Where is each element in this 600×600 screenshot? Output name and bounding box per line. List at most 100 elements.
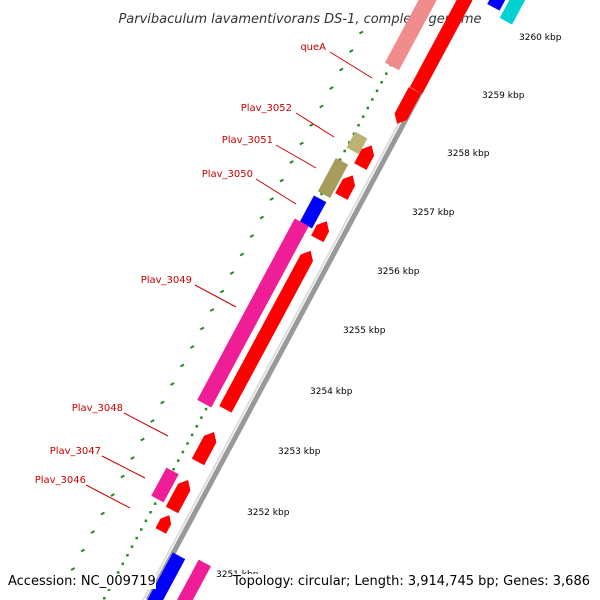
tick-dot	[361, 115, 365, 118]
plav3050-feature	[299, 195, 327, 229]
tick-dot	[107, 588, 111, 591]
tick-dot	[366, 106, 370, 110]
feature-dash	[309, 123, 314, 127]
magenta-feature-bottom	[176, 559, 212, 600]
feature-dash	[209, 308, 215, 312]
feature-dash	[189, 345, 195, 349]
blue-feature-top	[487, 0, 506, 11]
feature-dash	[239, 252, 245, 257]
kbp-tick-label: 3258 kbp	[447, 149, 490, 159]
tick-dot	[140, 528, 143, 531]
tick-dot	[135, 536, 138, 540]
feature-dash	[269, 197, 274, 201]
feature-track	[147, 0, 526, 600]
feature-dash	[100, 511, 105, 516]
label-leader-lines	[85, 51, 373, 509]
tick-dot	[343, 149, 346, 153]
gene-label: Plav_3052	[241, 103, 292, 114]
tick-dot	[116, 571, 120, 574]
tick-dot	[371, 98, 374, 101]
plav3049-feature	[197, 218, 309, 408]
tick-dot	[338, 158, 342, 161]
gene-label: Plav_3049	[141, 275, 192, 286]
kbp-tick-label: 3259 kbp	[482, 91, 525, 101]
tick-dot	[348, 141, 351, 144]
kbp-tick-label: 3254 kbp	[310, 387, 353, 397]
kbp-tick-label: 3257 kbp	[412, 208, 455, 218]
feature-dash	[229, 271, 235, 275]
feature-dash	[219, 289, 225, 294]
gene-leader-line	[275, 144, 317, 169]
tick-dot	[181, 450, 185, 454]
tick-dot	[375, 89, 379, 93]
feature-dash	[289, 160, 294, 164]
feature-dash	[199, 326, 205, 331]
red-cds-feature	[191, 432, 217, 466]
gene-leader-line	[101, 455, 146, 479]
cyan-feature-top	[499, 0, 526, 25]
feature-dash	[358, 30, 364, 35]
feature-dash	[80, 548, 86, 553]
feature-dash	[160, 400, 165, 405]
plav3051-feature	[317, 157, 349, 199]
tick-dot	[352, 132, 356, 136]
feature-dash	[299, 141, 304, 146]
accession-text: Accession: NC_009719	[8, 574, 156, 589]
tick-dot	[385, 72, 388, 75]
kbp-tick-label: 3256 kbp	[377, 267, 420, 277]
feature-dash	[110, 493, 115, 497]
gene-leader-line	[85, 484, 131, 509]
tick-dot	[177, 459, 180, 462]
kbp-tick-label: 3252 kbp	[247, 508, 290, 518]
tick-dot	[204, 407, 208, 411]
feature-dash	[90, 530, 96, 534]
red-cds-feature	[165, 480, 191, 514]
plav3052-feature	[346, 131, 368, 155]
tick-dot	[121, 562, 125, 566]
feature-dash	[319, 104, 324, 109]
red-cds-feature	[155, 515, 172, 534]
red-cds-feature	[409, 0, 473, 94]
red-cds-feature	[335, 175, 356, 200]
tick-dot	[153, 502, 157, 505]
genome-title: Parvibaculum lavamentivorans DS-1, compl…	[118, 12, 481, 27]
gene-leader-line	[295, 112, 335, 138]
tick-dot	[130, 545, 134, 548]
tick-dot	[144, 519, 148, 523]
red-cds-feature	[219, 250, 313, 413]
tick-dot	[186, 442, 189, 445]
blue-feature-bottom	[147, 552, 186, 600]
kbp-tick-label: 3253 kbp	[278, 447, 321, 457]
gene-label: queA	[300, 42, 326, 53]
gene-label: Plav_3046	[35, 475, 86, 486]
feature-dash	[130, 456, 135, 460]
feature-dash	[70, 567, 76, 571]
feature-dash	[329, 86, 334, 90]
red-cds-feature	[311, 221, 330, 243]
feature-dash	[150, 419, 155, 423]
kbp-tick-label: 3255 kbp	[343, 326, 386, 336]
tick-dot	[200, 416, 203, 419]
gene-labels: queA Plav_3052 Plav_3051 Plav_3050 Plav_3049…	[35, 42, 326, 486]
feature-dash	[279, 178, 284, 183]
gene-label: Plav_3048	[72, 403, 123, 414]
feature-dash	[170, 382, 175, 386]
tick-dot	[126, 554, 129, 557]
kbp-tick-label: 3260 kbp	[519, 33, 562, 43]
gene-leader-line	[123, 412, 169, 437]
gene-label: Plav_3051	[222, 135, 273, 146]
feature-dash	[349, 49, 354, 53]
feature-dash	[249, 234, 255, 238]
tick-dot	[195, 425, 199, 428]
tick-dot	[380, 81, 383, 84]
red-cds-feature	[354, 145, 375, 170]
feature-dash-row	[70, 30, 364, 571]
tick-dot	[103, 597, 106, 600]
plav3047-feature	[151, 467, 179, 503]
tick-dot	[320, 192, 323, 196]
tick-dot	[149, 511, 152, 514]
feature-dash	[339, 67, 344, 72]
tick-dot	[190, 433, 194, 437]
